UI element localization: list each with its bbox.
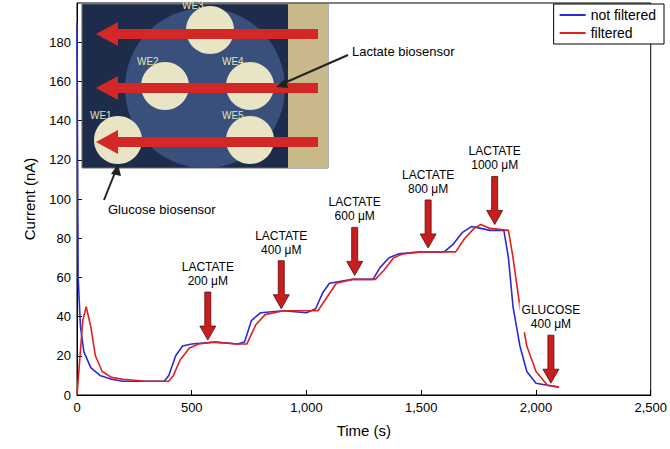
svg-text:WE3: WE3 — [182, 0, 204, 11]
svg-text:WE4: WE4 — [222, 56, 244, 67]
svg-text:1,500: 1,500 — [405, 400, 438, 415]
svg-text:400 μM: 400 μM — [531, 317, 571, 331]
svg-text:filtered: filtered — [591, 25, 633, 41]
svg-text:Glucose biosensor: Glucose biosensor — [108, 202, 216, 217]
svg-text:Time (s): Time (s) — [337, 422, 391, 439]
svg-text:LACTATE: LACTATE — [469, 144, 521, 158]
svg-text:WE5: WE5 — [222, 110, 244, 121]
svg-text:WE2: WE2 — [137, 56, 159, 67]
svg-text:800 μM: 800 μM — [408, 182, 448, 196]
svg-text:Current (nA): Current (nA) — [21, 158, 38, 241]
svg-text:GLUCOSE: GLUCOSE — [522, 303, 581, 317]
svg-text:200 μM: 200 μM — [188, 274, 228, 288]
svg-text:LACTATE: LACTATE — [402, 168, 454, 182]
svg-text:2,000: 2,000 — [520, 400, 553, 415]
svg-text:Lactate biosensor: Lactate biosensor — [352, 44, 455, 59]
svg-text:140: 140 — [49, 113, 71, 128]
svg-text:0: 0 — [73, 400, 80, 415]
svg-text:100: 100 — [49, 192, 71, 207]
svg-text:LACTATE: LACTATE — [182, 260, 234, 274]
svg-text:80: 80 — [57, 231, 71, 246]
svg-text:WE1: WE1 — [90, 110, 112, 121]
svg-text:not filtered: not filtered — [591, 7, 656, 23]
svg-text:180: 180 — [49, 35, 71, 50]
svg-text:1,000: 1,000 — [290, 400, 323, 415]
svg-text:60: 60 — [57, 270, 71, 285]
svg-text:400 μM: 400 μM — [261, 243, 301, 257]
svg-text:1000 μM: 1000 μM — [471, 158, 518, 172]
svg-text:LACTATE: LACTATE — [255, 229, 307, 243]
svg-text:500: 500 — [181, 400, 203, 415]
svg-text:40: 40 — [57, 309, 71, 324]
svg-text:2,500: 2,500 — [634, 400, 667, 415]
svg-text:20: 20 — [57, 348, 71, 363]
svg-text:160: 160 — [49, 74, 71, 89]
svg-text:120: 120 — [49, 152, 71, 167]
svg-text:0: 0 — [64, 388, 71, 403]
svg-text:600 μM: 600 μM — [335, 209, 375, 223]
svg-text:LACTATE: LACTATE — [329, 195, 381, 209]
